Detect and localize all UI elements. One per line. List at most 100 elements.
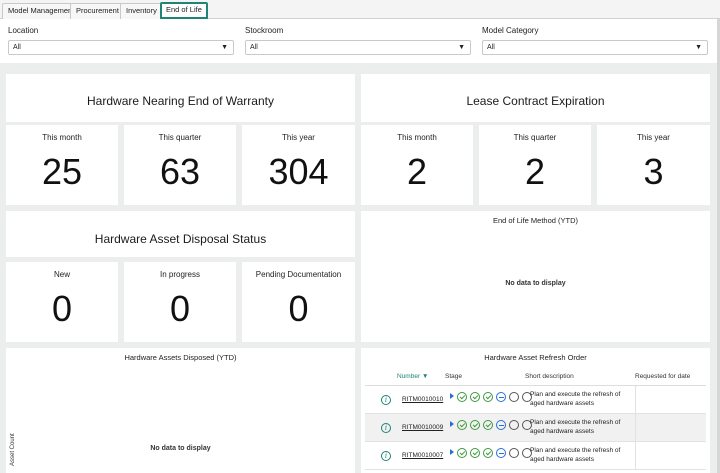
- filter-bar: Location All ▼ Stockroom All ▼ Model Cat…: [0, 19, 720, 63]
- stage-pending-icon: [522, 392, 532, 402]
- chevron-down-icon: ▼: [695, 44, 702, 51]
- y-axis-label: Asset Count: [10, 433, 16, 466]
- stat-label: Pending Documentation: [255, 270, 342, 279]
- column-header-number-label: Number: [397, 373, 421, 380]
- location-select-value: All: [13, 44, 21, 51]
- lease-this-year-card[interactable]: This year 3: [597, 125, 710, 205]
- disposal-title-card: Hardware Asset Disposal Status: [6, 211, 355, 257]
- disposal-in-progress-card[interactable]: In progress 0: [124, 262, 236, 342]
- sort-down-icon: ▼: [421, 373, 429, 380]
- warranty-title: Hardware Nearing End of Warranty: [87, 94, 274, 108]
- page-scrollbar[interactable]: [717, 19, 720, 473]
- stat-value: 0: [51, 288, 73, 329]
- stat-label: This quarter: [158, 133, 202, 142]
- location-select[interactable]: All ▼: [8, 40, 234, 55]
- stockroom-filter-label: Stockroom: [245, 26, 284, 35]
- stat-value: 3: [643, 151, 664, 192]
- stage-current-icon: [496, 420, 506, 430]
- table-row[interactable]: i RITM0010010 Plan and execute the refre…: [365, 386, 706, 414]
- column-divider: [635, 414, 636, 441]
- model-category-select[interactable]: All ▼: [482, 40, 708, 55]
- play-icon: [450, 449, 454, 455]
- table-row[interactable]: i RITM0010007 Plan and execute the refre…: [365, 442, 706, 470]
- stat-label: This month: [42, 133, 82, 142]
- stat-value: 0: [169, 288, 191, 329]
- stockroom-filter: Stockroom All ▼: [245, 26, 471, 55]
- disposed-empty: No data to display: [150, 445, 211, 452]
- tab-procurement[interactable]: Procurement: [70, 3, 125, 19]
- table-header: Number ▼ Stage Short description Request…: [365, 370, 706, 386]
- lease-title: Lease Contract Expiration: [466, 94, 605, 108]
- stat-label: This month: [397, 133, 437, 142]
- column-header-short-description[interactable]: Short description: [525, 373, 574, 380]
- disposed-card: Hardware Assets Disposed (YTD) No data t…: [6, 348, 355, 473]
- stat-value: 0: [288, 288, 309, 329]
- stage-complete-icon: [470, 448, 480, 458]
- stage-pending-icon: [522, 448, 532, 458]
- chevron-down-icon: ▼: [221, 44, 228, 51]
- location-filter: Location All ▼: [8, 26, 234, 55]
- refresh-order-card: Hardware Asset Refresh Order Number ▼ St…: [361, 348, 710, 473]
- column-divider: [635, 386, 636, 413]
- stat-label: New: [53, 270, 70, 279]
- play-icon: [450, 393, 454, 399]
- stat-value: 304: [268, 151, 329, 192]
- stage-complete-icon: [483, 448, 493, 458]
- tab-end-of-life[interactable]: End of Life: [160, 2, 208, 19]
- stat-value: 2: [524, 151, 546, 192]
- tab-model-management[interactable]: Model Management: [2, 3, 81, 19]
- stat-label: This year: [637, 133, 670, 142]
- row-number-link[interactable]: RITM0010010: [402, 396, 444, 403]
- warranty-this-month-card[interactable]: This month 25: [6, 125, 118, 205]
- stage-complete-icon: [470, 392, 480, 402]
- warranty-title-card: Hardware Nearing End of Warranty: [6, 74, 355, 122]
- lease-this-month-card[interactable]: This month 2: [361, 125, 473, 205]
- column-divider: [635, 442, 636, 469]
- disposal-pending-documentation-card[interactable]: Pending Documentation 0: [242, 262, 355, 342]
- column-header-number[interactable]: Number ▼: [397, 373, 428, 380]
- stage-pending-icon: [509, 448, 519, 458]
- eol-method-empty: No data to display: [505, 280, 566, 287]
- stat-value: 25: [41, 151, 83, 192]
- model-category-select-value: All: [487, 44, 495, 51]
- row-short-description: Plan and execute the refresh of aged har…: [530, 391, 621, 407]
- row-number-link[interactable]: RITM0010007: [402, 452, 444, 459]
- lease-this-quarter-card[interactable]: This quarter 2: [479, 125, 591, 205]
- row-short-description: Plan and execute the refresh of aged har…: [530, 419, 621, 435]
- stat-label: This quarter: [513, 133, 557, 142]
- info-circle-icon[interactable]: i: [381, 451, 391, 461]
- lease-title-card: Lease Contract Expiration: [361, 74, 710, 122]
- column-header-stage[interactable]: Stage: [445, 373, 462, 380]
- stockroom-select-value: All: [250, 44, 258, 51]
- stage-complete-icon: [457, 420, 467, 430]
- warranty-this-year-card[interactable]: This year 304: [242, 125, 355, 205]
- eol-method-title: End of Life Method (YTD): [492, 216, 579, 225]
- info-circle-icon[interactable]: i: [381, 423, 391, 433]
- disposed-title: Hardware Assets Disposed (YTD): [124, 353, 237, 362]
- tab-inventory[interactable]: Inventory: [120, 3, 163, 19]
- stage-current-icon: [496, 448, 506, 458]
- refresh-order-title: Hardware Asset Refresh Order: [484, 353, 587, 362]
- row-number-link[interactable]: RITM0010009: [402, 424, 444, 431]
- warranty-this-quarter-card[interactable]: This quarter 63: [124, 125, 236, 205]
- stat-value: 2: [406, 151, 428, 192]
- stage-complete-icon: [483, 392, 493, 402]
- stage-pending-icon: [509, 420, 519, 430]
- stockroom-select[interactable]: All ▼: [245, 40, 471, 55]
- location-filter-label: Location: [8, 26, 39, 35]
- stage-pending-icon: [522, 420, 532, 430]
- stat-label: In progress: [159, 270, 201, 279]
- stat-value: 63: [159, 151, 201, 192]
- info-circle-icon[interactable]: i: [381, 395, 391, 405]
- table-row[interactable]: i RITM0010009 Plan and execute the refre…: [365, 414, 706, 442]
- eol-method-card: End of Life Method (YTD) No data to disp…: [361, 211, 710, 342]
- disposal-new-card[interactable]: New 0: [6, 262, 118, 342]
- stage-complete-icon: [483, 420, 493, 430]
- stat-label: This year: [282, 133, 315, 142]
- stage-complete-icon: [470, 420, 480, 430]
- column-header-requested-for-date[interactable]: Requested for date: [635, 373, 691, 380]
- chevron-down-icon: ▼: [458, 44, 465, 51]
- model-category-filter-label: Model Category: [482, 26, 539, 35]
- row-short-description: Plan and execute the refresh of aged har…: [530, 447, 621, 463]
- stage-complete-icon: [457, 392, 467, 402]
